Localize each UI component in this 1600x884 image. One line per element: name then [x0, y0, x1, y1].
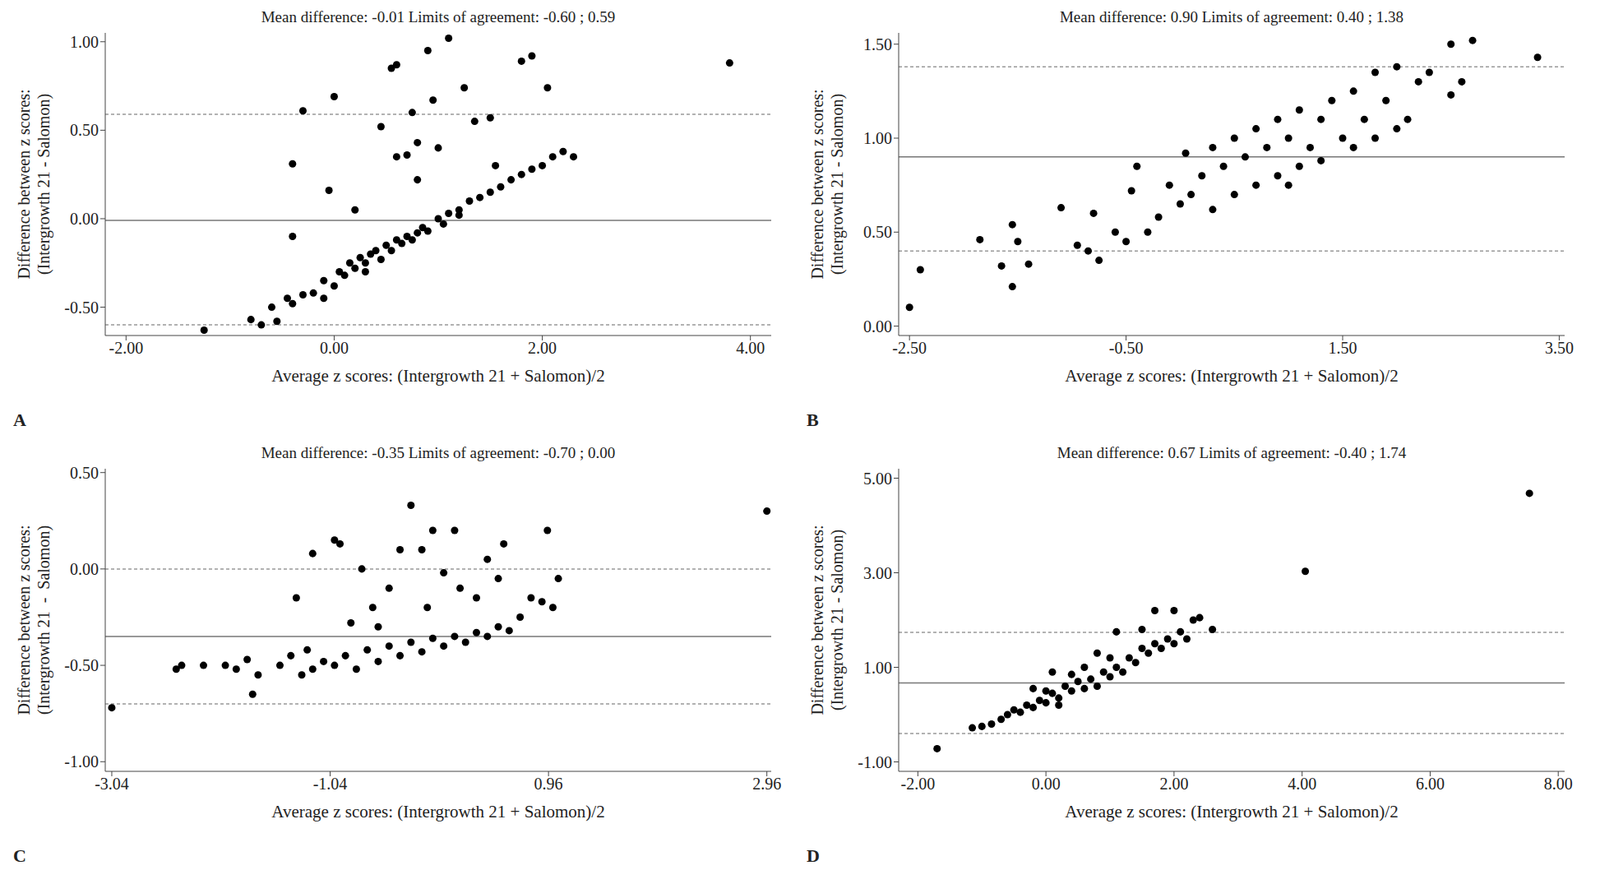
html-text:B: B	[806, 409, 819, 431]
svg-text:2.00: 2.00	[1159, 774, 1189, 793]
svg-text:Difference between z scores:(I: Difference between z scores:(Intergrowth…	[808, 88, 847, 279]
svg-text:0.00: 0.00	[863, 317, 893, 336]
svg-text:0.00: 0.00	[69, 559, 99, 579]
svg-text:3.00: 3.00	[863, 564, 893, 583]
svg-text:1.00: 1.00	[863, 658, 893, 677]
svg-text:Difference between z scores:(I: Difference between z scores:(Intergrowth…	[14, 88, 54, 279]
html-text:Mean difference: -0.01 Limits: Mean difference: -0.01 Limits of agreeme…	[261, 8, 616, 26]
svg-text:-0.50: -0.50	[64, 298, 99, 317]
svg-text:0.00: 0.00	[69, 209, 99, 228]
svg-text:3.50: 3.50	[1544, 338, 1574, 357]
svg-text:-2.00: -2.00	[108, 338, 144, 357]
svg-text:Average z scores: (Intergrowth: Average z scores: (Intergrowth 21 + Salo…	[1064, 365, 1398, 386]
svg-text:-1.00: -1.00	[857, 753, 893, 772]
html-text:A: A	[13, 409, 27, 431]
svg-text:0.50: 0.50	[69, 463, 99, 482]
svg-text:-2.00: -2.00	[901, 774, 936, 793]
html-text:Mean difference: 0.67 Limits o: Mean difference: 0.67 Limits of agreemen…	[1057, 443, 1407, 462]
html-text:Mean difference: 0.90 Limits o: Mean difference: 0.90 Limits of agreemen…	[1059, 8, 1404, 26]
svg-text:0.50: 0.50	[69, 120, 99, 139]
svg-text:-1.04: -1.04	[313, 774, 348, 793]
svg-text:Average z scores: (Intergrowth: Average z scores: (Intergrowth 21 + Salo…	[271, 365, 605, 386]
svg-text:-0.50: -0.50	[1109, 338, 1144, 357]
svg-text:-0.50: -0.50	[64, 656, 99, 675]
html-text:Mean difference: -0.35 Limits: Mean difference: -0.35 Limits of agreeme…	[261, 443, 616, 462]
svg-text:Difference between z scores:(I: Difference between z scores:(Intergrowth…	[14, 524, 54, 715]
svg-text:2.96: 2.96	[752, 774, 782, 793]
svg-text:5.00: 5.00	[863, 469, 893, 488]
svg-text:0.50: 0.50	[863, 222, 893, 241]
svg-text:4.00: 4.00	[1287, 774, 1317, 793]
svg-text:1.00: 1.00	[69, 32, 99, 51]
svg-text:0.00: 0.00	[319, 338, 349, 357]
svg-text:Average z scores: (Intergrowth: Average z scores: (Intergrowth 21 + Salo…	[1064, 801, 1398, 822]
html-text:D: D	[806, 845, 820, 866]
svg-text:-2.50: -2.50	[892, 338, 927, 357]
svg-text:1.50: 1.50	[863, 35, 893, 54]
svg-text:4.00: 4.00	[735, 338, 765, 357]
svg-text:Average z scores: (Intergrowth: Average z scores: (Intergrowth 21 + Salo…	[271, 801, 605, 822]
svg-text:8.00: 8.00	[1544, 774, 1573, 793]
svg-text:-1.00: -1.00	[64, 752, 99, 771]
svg-text:6.00: 6.00	[1415, 774, 1445, 793]
svg-text:2.00: 2.00	[527, 338, 557, 357]
svg-text:1.50: 1.50	[1328, 338, 1358, 357]
svg-text:1.00: 1.00	[863, 129, 893, 148]
svg-text:0.96: 0.96	[534, 774, 564, 793]
svg-text:Difference between z scores:(I: Difference between z scores:(Intergrowth…	[808, 524, 847, 715]
svg-text:-3.04: -3.04	[94, 774, 130, 793]
svg-text:0.00: 0.00	[1031, 774, 1061, 793]
html-text:C: C	[13, 845, 27, 866]
